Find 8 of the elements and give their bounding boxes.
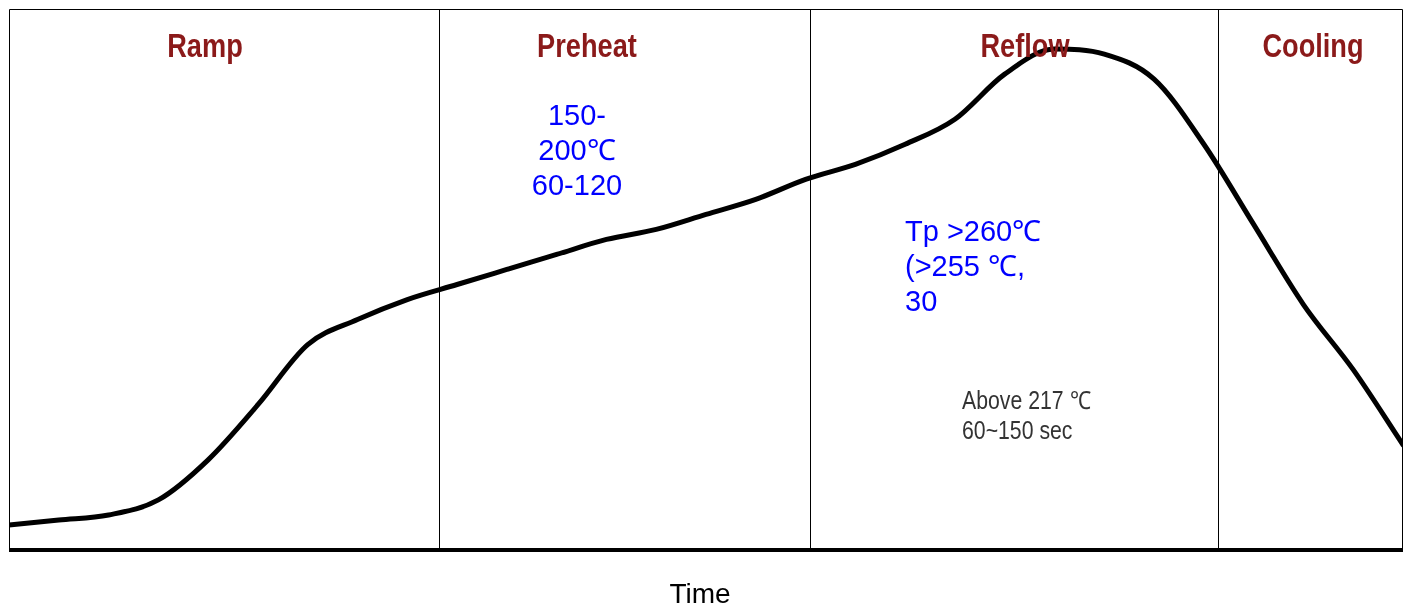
x-axis-title: Time bbox=[669, 578, 731, 610]
annotation: Tp >260℃ (>255 ℃, 30 bbox=[905, 214, 1042, 319]
annotation: Ramp bbox=[167, 25, 243, 66]
annotation: Cooling bbox=[1262, 25, 1364, 66]
annotation: Preheat bbox=[537, 25, 637, 66]
annotation: 150- 200℃ 60-120 bbox=[531, 98, 623, 203]
annotation: Above 217 ℃ 60~150 sec bbox=[962, 385, 1091, 445]
annotation: Reflow bbox=[980, 25, 1070, 66]
